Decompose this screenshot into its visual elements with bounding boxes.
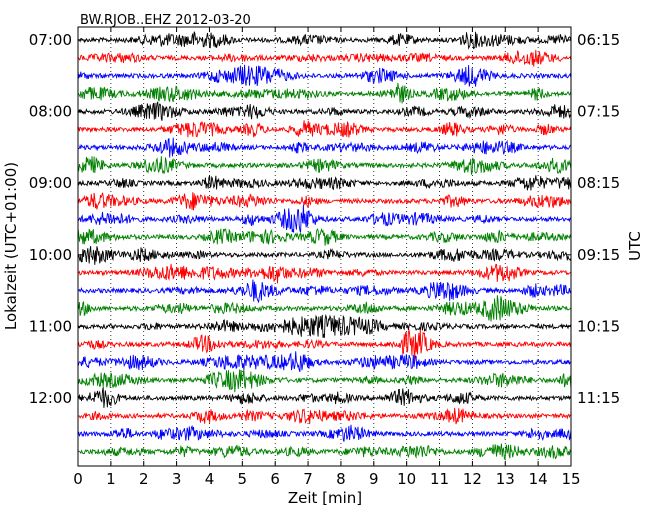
x-tick-label-3: 3 [172,470,182,488]
left-tick-label-10:00: 10:00 [29,246,72,264]
trace-row-8 [77,175,572,191]
x-tick-label-9: 9 [369,470,379,488]
x-tick-label-12: 12 [463,470,482,488]
trace-layer [77,31,572,461]
trace-row-13 [77,263,572,284]
right-tick-label-11:15: 11:15 [577,389,620,407]
trace-row-2 [77,64,572,87]
right-tick-label-08:15: 08:15 [577,174,620,192]
x-tick-label-7: 7 [303,470,313,488]
trace-row-5 [77,120,572,138]
left-tick-label-12:00: 12:00 [29,389,72,407]
x-tick-label-8: 8 [336,470,346,488]
right-y-axis: 06:15 07:15 08:15 09:15 10:15 11:15 [566,31,620,407]
trace-row-6 [77,137,572,158]
trace-row-12 [77,246,572,265]
trace-row-18 [77,351,571,372]
x-axis: 0 1 2 3 4 5 6 7 8 9 10 11 12 13 14 15 [73,27,581,488]
trace-row-3 [77,82,572,104]
trace-row-20 [77,387,572,408]
left-tick-label-08:00: 08:00 [29,103,72,121]
left-tick-label-09:00: 09:00 [29,174,72,192]
left-tick-label-11:00: 11:00 [29,317,72,335]
x-tick-label-11: 11 [430,470,449,488]
plot-frame [77,26,572,467]
trace-row-15 [77,295,572,322]
trace-row-17 [77,329,572,362]
trace-row-16 [77,313,572,338]
trace-row-10 [77,204,572,233]
x-tick-label-15: 15 [561,470,580,488]
right-tick-label-10:15: 10:15 [577,317,620,335]
trace-row-14 [77,279,572,304]
x-tick-label-5: 5 [238,470,248,488]
right-tick-label-06:15: 06:15 [577,31,620,49]
trace-row-9 [77,192,572,211]
x-tick-label-4: 4 [205,470,215,488]
trace-row-22 [77,424,572,442]
left-y-axis: 07:00 08:00 09:00 10:00 11:00 12:00 [29,31,83,407]
trace-row-23 [77,443,572,461]
trace-row-21 [77,407,572,425]
right-y-axis-label: UTC [626,231,644,261]
left-tick-label-07:00: 07:00 [29,31,72,49]
x-tick-label-1: 1 [106,470,116,488]
left-y-axis-label: Lokalzeit (UTC+01:00) [2,162,20,330]
x-axis-label: Zeit [min] [288,489,362,507]
x-tick-label-14: 14 [529,470,548,488]
x-tick-label-6: 6 [270,470,280,488]
trace-row-4 [77,101,572,121]
x-tick-label-0: 0 [73,470,83,488]
trace-row-19 [77,369,572,393]
trace-row-7 [77,156,572,176]
trace-row-11 [77,227,572,246]
right-tick-label-09:15: 09:15 [577,246,620,264]
x-tick-label-10: 10 [397,470,416,488]
trace-row-0 [77,31,572,50]
trace-row-1 [77,49,572,67]
x-tick-label-2: 2 [139,470,149,488]
right-tick-label-07:15: 07:15 [577,103,620,121]
x-tick-label-13: 13 [496,470,515,488]
chart-title: BW.RJOB..EHZ 2012-03-20 [80,13,251,28]
